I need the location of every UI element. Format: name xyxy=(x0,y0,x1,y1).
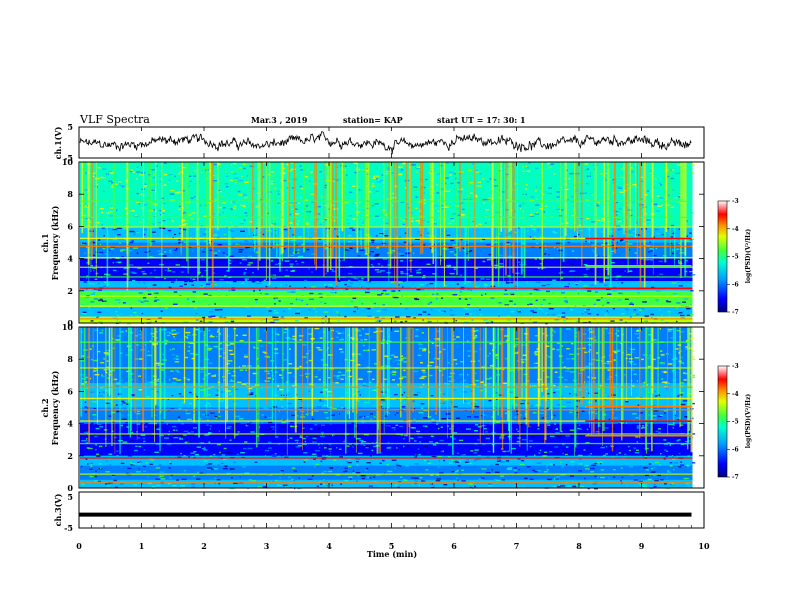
ch1-ytick-top: 5 xyxy=(67,122,73,132)
yt2-label-4: 8 xyxy=(67,354,73,364)
yt1-label-0: 0 xyxy=(67,318,73,328)
cbt1-label-3: -6 xyxy=(732,281,739,288)
ch1-frequency-label: Frequency (kHz) xyxy=(50,205,60,280)
xtick-label-4: 4 xyxy=(326,541,332,551)
yt1-label-2: 4 xyxy=(67,254,73,264)
xtick-label-9: 9 xyxy=(639,541,645,551)
ch1-colorbar-ticks: -3 -4 -5 -6 -7 xyxy=(727,198,739,316)
ch1-waveform-panel: 5 -5 ch.1(V) xyxy=(53,122,705,163)
ch1-waveform-trace xyxy=(79,131,692,155)
start-time-label: start UT = 17: 30: 1 xyxy=(437,115,526,125)
ch1-colorbar xyxy=(717,200,728,313)
xtick-label-6: 6 xyxy=(451,541,457,551)
yt2-label-0: 0 xyxy=(67,483,73,493)
xtick-label-2: 2 xyxy=(201,541,207,551)
cbt1-label-4: -7 xyxy=(732,309,739,316)
cbt1-label-0: -3 xyxy=(732,198,739,205)
ch1-frequency-ticks: 0 2 4 6 8 10 xyxy=(62,157,704,328)
ch1-spectrogram-heatmap xyxy=(80,162,696,325)
xtick-label-8: 8 xyxy=(576,541,582,551)
yt1-label-1: 2 xyxy=(67,286,73,296)
ch2-frequency-label: Frequency (kHz) xyxy=(50,370,60,445)
ch1-waveform-ylabel: ch.1(V) xyxy=(53,126,63,159)
yt2-label-2: 4 xyxy=(67,419,73,429)
xtick-label-10: 10 xyxy=(698,541,710,551)
ch2-colorbar-label: log(PSD)(V²/Hz) xyxy=(745,394,752,449)
yt1-label-5: 10 xyxy=(62,157,74,167)
ch3-waveform-ylabel: ch.3(V) xyxy=(53,493,63,526)
cbt2-label-1: -4 xyxy=(732,391,739,398)
ch1-ytick-bottom: -5 xyxy=(64,153,73,163)
cbt2-label-2: -5 xyxy=(732,419,739,426)
ch3-waveform-panel: 5 -5 ch.3(V) xyxy=(53,491,705,533)
xtick-label-3: 3 xyxy=(264,541,270,551)
ch3-waveform-frame xyxy=(78,491,705,529)
ch2-spectrogram-heatmap xyxy=(80,327,696,490)
ch1-colorbar-label: log(PSD)(V²/Hz) xyxy=(745,229,752,284)
figure-title: VLF Spectra xyxy=(79,113,150,126)
yt2-label-1: 2 xyxy=(67,451,73,461)
ch3-ytick-bottom: -5 xyxy=(64,523,73,533)
ch2-colorbar-ticks: -3 -4 -5 -6 -7 xyxy=(727,363,739,481)
ch1-spectrogram-ylabel: ch.1 xyxy=(40,233,50,252)
yt2-label-5: 10 xyxy=(62,322,74,332)
time-axis-ticks: 0 1 2 3 4 5 6 7 8 9 10 xyxy=(76,127,710,551)
yt1-label-4: 8 xyxy=(67,189,73,199)
cbt2-label-4: -7 xyxy=(732,474,739,481)
date-label: Mar.3 , 2019 xyxy=(251,115,308,125)
time-axis-label: Time (min) xyxy=(367,549,417,559)
cbt2-label-3: -6 xyxy=(732,446,739,453)
ch2-frequency-ticks: 0 2 4 6 8 10 xyxy=(62,322,704,493)
cbt1-label-1: -4 xyxy=(732,226,739,233)
xtick-label-5: 5 xyxy=(389,541,395,551)
cbt2-label-0: -3 xyxy=(732,363,739,370)
xtick-label-0: 0 xyxy=(76,541,82,551)
station-label: station= KAP xyxy=(343,115,403,125)
ch3-ytick-top: 5 xyxy=(67,492,73,502)
ch2-spectrogram-ylabel: ch.2 xyxy=(40,398,50,417)
ch2-colorbar xyxy=(717,365,728,478)
xtick-label-1: 1 xyxy=(139,541,145,551)
yt1-label-3: 6 xyxy=(67,221,73,231)
yt2-label-3: 6 xyxy=(67,386,73,396)
cbt1-label-2: -5 xyxy=(732,254,739,261)
xtick-label-7: 7 xyxy=(514,541,520,551)
